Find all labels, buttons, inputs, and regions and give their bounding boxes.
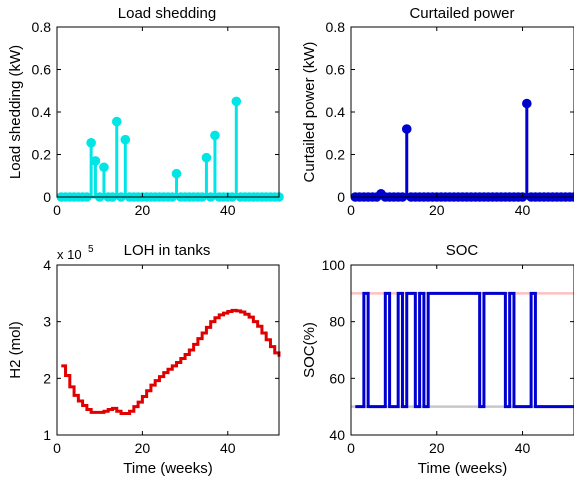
load-shedding-y-tick-label: 0.6	[32, 62, 52, 78]
loh-y-tick-label: 2	[43, 370, 51, 386]
curtailed-power-title: Curtailed power	[409, 5, 514, 22]
load-shedding-y-tick-label: 0	[43, 189, 51, 205]
load-shedding-stem-marker	[120, 134, 131, 145]
soc-x-tick-label: 20	[429, 440, 445, 456]
soc-y-tick-label: 80	[329, 314, 345, 330]
loh-y-axis-label: H2 (mol)	[7, 321, 24, 379]
soc-y-axis-label: SOC(%)	[301, 322, 318, 378]
loh-y-tick-label: 4	[43, 257, 51, 273]
soc-axes-box	[350, 264, 574, 436]
curtailed-power-y-tick-label: 0.4	[326, 104, 346, 120]
curtailed-power-panel: Curtailed power 0 20 40 0 0.2 0.4 0.6 0.8 Curtai…	[301, 5, 574, 218]
loh-plot-area	[57, 265, 279, 435]
curtailed-power-stem-marker	[522, 98, 532, 109]
load-shedding-stem-marker	[86, 138, 96, 148]
soc-title: SOC	[446, 242, 479, 259]
load-shedding-y-tick-label: 0.8	[32, 19, 52, 35]
soc-x-tick-label: 40	[515, 440, 531, 456]
loh-x-tick-label: 20	[135, 440, 151, 456]
load-shedding-stem-marker	[210, 130, 220, 141]
load-shedding-y-tick-label: 0.4	[32, 104, 52, 120]
load-shedding-stem-marker	[171, 168, 182, 179]
loh-exponent-power: 5	[88, 244, 94, 255]
load-shedding-stem-marker	[201, 152, 212, 163]
loh-exponent-label: x 10	[57, 247, 82, 262]
loh-x-axis-label: Time (weeks)	[123, 460, 212, 477]
load-shedding-title: Load shedding	[118, 5, 216, 22]
load-shedding-x-tick-label: 40	[220, 202, 236, 218]
soc-x-axis-label: Time (weeks)	[418, 460, 507, 477]
curtailed-power-stem-marker	[401, 124, 412, 134]
load-shedding-stem-marker	[90, 156, 101, 166]
load-shedding-panel: Load shedding 0 20 40 0 0.2 0.4 0.6 0.8 Load she…	[7, 5, 284, 218]
soc-panel: SOC 0 20 40 40 60 80 100 SOC(%) Time (weeks)	[301, 242, 574, 477]
curtailed-power-y-axis-label: Curtailed power (kW)	[301, 42, 318, 183]
soc-y-tick-label: 100	[322, 257, 346, 273]
load-shedding-stem-marker	[111, 116, 122, 127]
load-shedding-y-axis-label: Load shedding (kW)	[7, 45, 24, 179]
load-shedding-x-tick-label: 0	[53, 202, 61, 218]
soc-y-tick-label: 40	[329, 427, 345, 443]
loh-series-line	[61, 308, 281, 415]
curtailed-power-x-tick-label: 20	[429, 202, 445, 218]
curtailed-power-y-tick-label: 0.6	[326, 62, 346, 78]
loh-x-tick-label: 40	[220, 440, 236, 456]
curtailed-power-y-tick-label: 0.2	[326, 147, 346, 163]
loh-y-tick-label: 1	[43, 427, 51, 443]
loh-in-tanks-title: LOH in tanks	[124, 242, 211, 259]
curtailed-power-x-tick-label: 0	[347, 202, 355, 218]
load-shedding-x-tick-label: 20	[135, 202, 151, 218]
curtailed-power-y-tick-label: 0	[337, 189, 345, 205]
soc-y-tick-label: 60	[329, 370, 345, 386]
loh-x-tick-label: 0	[53, 440, 61, 456]
loh-axes-box	[56, 264, 280, 436]
loh-in-tanks-panel: LOH in tanks 0 20 40 1 2 3 4 H2 (mol) Time (week…	[7, 242, 281, 477]
curtailed-power-y-tick-label: 0.8	[326, 19, 346, 35]
curtailed-power-plot-area	[351, 27, 574, 197]
load-shedding-y-tick-label: 0.2	[32, 147, 52, 163]
soc-series-line	[355, 291, 574, 409]
curtailed-power-x-tick-label: 40	[515, 202, 531, 218]
loh-y-tick-label: 3	[43, 314, 51, 330]
load-shedding-stem-marker	[231, 96, 242, 107]
load-shedding-stem-marker	[99, 162, 109, 173]
soc-x-tick-label: 0	[347, 440, 355, 456]
